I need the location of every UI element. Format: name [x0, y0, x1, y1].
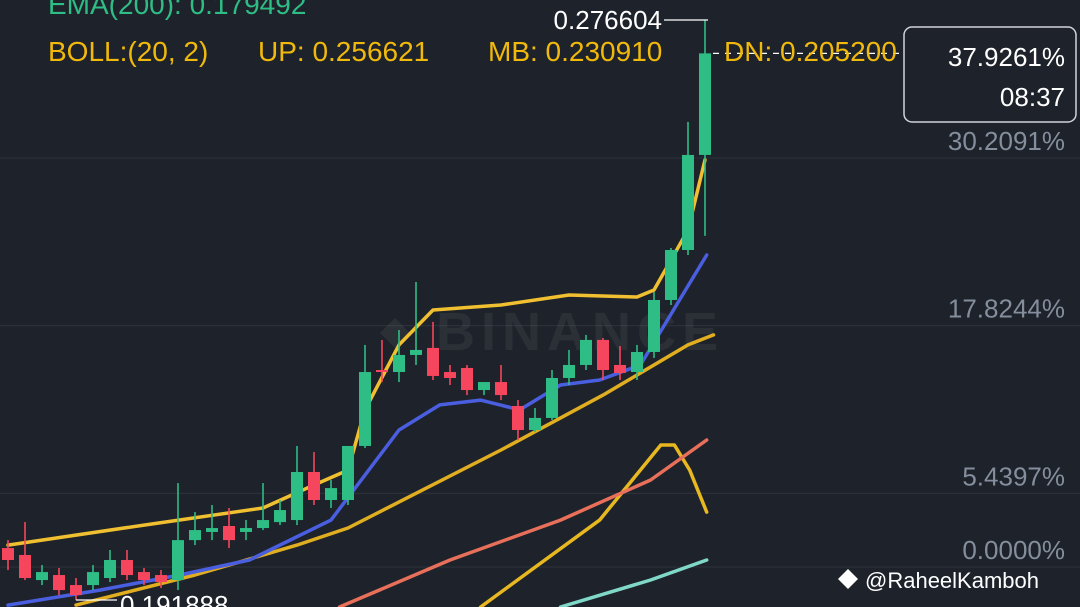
high-label: 0.276604: [554, 5, 662, 35]
candle-body: [699, 53, 711, 155]
boll-mb: MB: 0.230910: [488, 36, 662, 67]
candle-body: [444, 372, 456, 378]
candle-body: [597, 339, 609, 370]
candle-body: [325, 488, 337, 501]
ema-legend: EMA(200): 0.179492: [48, 0, 306, 20]
candle-body: [546, 377, 558, 418]
boll-dn: DN: 0.205200: [724, 36, 897, 67]
candle-body: [19, 554, 31, 579]
candle-body: [495, 382, 507, 396]
candle-body: [257, 520, 269, 529]
low-label: 0.191888: [120, 590, 228, 607]
candle-body: [121, 560, 133, 576]
candle-body: [631, 351, 643, 373]
grid: 0.0000% 5.4397% 17.8244% 30.2091%: [0, 126, 1080, 568]
candle-body: [427, 347, 439, 376]
candle-body: [393, 354, 405, 373]
candle-body: [478, 382, 490, 391]
candle-body: [308, 471, 320, 501]
candle-body: [682, 154, 694, 251]
candle-body: [665, 250, 677, 300]
candle-body: [36, 572, 48, 581]
indicator-line: [478, 443, 709, 607]
candle-body: [172, 540, 184, 581]
boll-legend: BOLL:(20, 2): [48, 36, 208, 67]
overlay: EMA(200): 0.179492 BOLL:(20, 2) UP: 0.25…: [48, 0, 1077, 607]
candles: [2, 19, 904, 601]
candle-body: [240, 528, 252, 532]
candle-body: [2, 548, 14, 561]
y-tick-label: 5.4397%: [962, 461, 1065, 491]
indicator-line: [558, 558, 709, 607]
candle-body: [70, 585, 82, 596]
candle-body: [529, 417, 541, 430]
candle-body: [359, 372, 371, 446]
y-tick-label: 30.2091%: [948, 126, 1065, 156]
credit-icon: [838, 569, 858, 589]
candle-body: [155, 575, 167, 583]
candle-body: [87, 572, 99, 586]
candle-body: [223, 526, 235, 541]
boll-up: UP: 0.256621: [258, 36, 429, 67]
candle-body: [648, 299, 660, 352]
price-label: 37.9261%: [948, 42, 1065, 72]
candle-body: [53, 575, 65, 591]
y-tick-label: 0.0000%: [962, 535, 1065, 565]
candle-body: [563, 364, 575, 378]
candle-body: [274, 510, 286, 523]
price-box: [903, 26, 1077, 123]
indicator-line: [74, 333, 716, 607]
credit: @RaheelKamboh: [865, 568, 1039, 593]
candle-body: [138, 572, 150, 581]
candle-body: [410, 349, 422, 355]
candle-body: [342, 445, 354, 501]
candle-body: [461, 367, 473, 391]
candle-body: [206, 528, 218, 532]
candle-body: [189, 530, 201, 541]
candle-body: [104, 560, 116, 579]
candle-body: [512, 406, 524, 430]
candle-body: [580, 339, 592, 365]
indicator-line: [337, 438, 709, 607]
y-tick-label: 17.8244%: [948, 294, 1065, 324]
candle-body: [376, 369, 388, 373]
candle-body: [291, 471, 303, 521]
candle-body: [614, 364, 626, 373]
countdown: 08:37: [1000, 82, 1065, 112]
